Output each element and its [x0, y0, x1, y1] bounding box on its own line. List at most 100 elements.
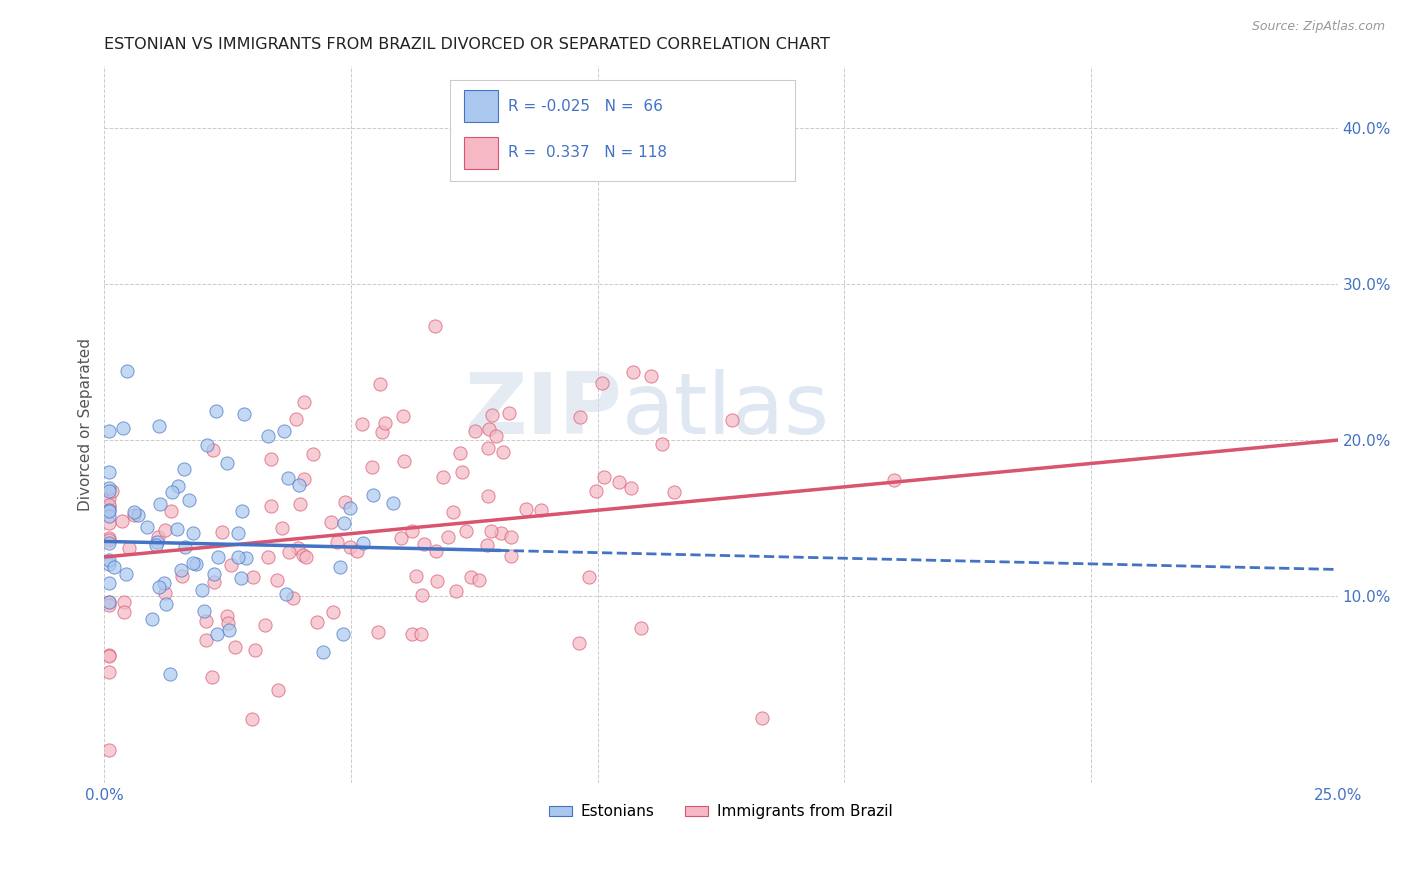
Point — [115, 567, 138, 582]
Point — [218, 624, 240, 638]
Point — [257, 550, 280, 565]
Point — [219, 558, 242, 572]
Point — [240, 712, 263, 726]
Point — [217, 456, 239, 470]
Point — [146, 530, 169, 544]
Point — [426, 574, 449, 588]
Point — [98, 575, 121, 590]
Point — [273, 424, 295, 438]
Point — [98, 500, 121, 515]
Point — [207, 549, 229, 564]
Point — [371, 425, 394, 439]
Point — [346, 544, 368, 558]
Point — [405, 569, 427, 583]
Point — [112, 421, 135, 435]
Point — [98, 595, 121, 609]
Point — [425, 319, 447, 334]
Point — [287, 541, 309, 556]
Point — [193, 604, 215, 618]
Point — [98, 533, 121, 548]
Point — [499, 549, 522, 563]
Point — [98, 595, 121, 609]
Point — [352, 417, 374, 431]
Point — [98, 598, 121, 612]
Point — [148, 580, 170, 594]
Point — [498, 406, 520, 420]
Point — [284, 412, 307, 426]
Text: ZIP: ZIP — [464, 368, 623, 451]
Point — [270, 521, 292, 535]
Point — [721, 413, 744, 427]
Point — [267, 683, 290, 698]
Point — [591, 376, 613, 390]
Point — [173, 462, 195, 476]
Point — [322, 605, 344, 619]
Point — [374, 416, 396, 430]
Point — [640, 369, 662, 384]
Point — [475, 538, 498, 552]
Point — [592, 470, 614, 484]
Point — [205, 627, 228, 641]
Point — [392, 454, 415, 468]
Point — [160, 504, 183, 518]
Point — [454, 524, 477, 538]
Point — [339, 541, 361, 555]
Point — [363, 488, 385, 502]
Point — [98, 743, 121, 757]
Point — [288, 497, 311, 511]
Point — [204, 404, 226, 418]
Point — [481, 524, 503, 538]
Point — [159, 667, 181, 681]
Point — [489, 526, 512, 541]
Point — [256, 429, 278, 443]
Point — [368, 376, 391, 391]
Point — [361, 459, 384, 474]
Point — [148, 419, 170, 434]
Point — [115, 364, 138, 378]
Point — [98, 531, 121, 545]
Point — [485, 428, 508, 442]
Point — [651, 437, 673, 451]
Text: Source: ZipAtlas.com: Source: ZipAtlas.com — [1251, 20, 1385, 33]
Text: ESTONIAN VS IMMIGRANTS FROM BRAZIL DIVORCED OR SEPARATED CORRELATION CHART: ESTONIAN VS IMMIGRANTS FROM BRAZIL DIVOR… — [104, 37, 831, 53]
Point — [329, 560, 352, 574]
Point — [288, 478, 311, 492]
Point — [664, 484, 686, 499]
Point — [146, 534, 169, 549]
Point — [98, 553, 121, 567]
Point — [184, 557, 207, 571]
Point — [202, 566, 225, 581]
Point — [231, 504, 253, 518]
Point — [160, 485, 183, 500]
Point — [98, 665, 121, 679]
Point — [444, 584, 467, 599]
Point — [124, 505, 146, 519]
Point — [183, 556, 205, 570]
Point — [202, 442, 225, 457]
Point — [585, 484, 607, 499]
Point — [98, 498, 121, 512]
Point — [450, 466, 472, 480]
Point — [381, 496, 404, 510]
Point — [295, 550, 318, 565]
Point — [243, 643, 266, 657]
Point — [501, 530, 523, 544]
Point — [232, 407, 254, 421]
Point — [155, 523, 177, 537]
Point — [449, 446, 471, 460]
Point — [425, 544, 447, 558]
Point — [477, 489, 499, 503]
Point — [98, 508, 121, 523]
Point — [568, 636, 591, 650]
Point — [229, 571, 252, 585]
Point — [194, 632, 217, 647]
Point — [276, 587, 298, 601]
Point — [477, 441, 499, 455]
Point — [339, 501, 361, 516]
Point — [98, 557, 121, 571]
Point — [135, 520, 157, 534]
Y-axis label: Divorced or Separated: Divorced or Separated — [79, 338, 93, 511]
Point — [173, 540, 195, 554]
Point — [352, 536, 374, 550]
Point — [621, 365, 644, 379]
